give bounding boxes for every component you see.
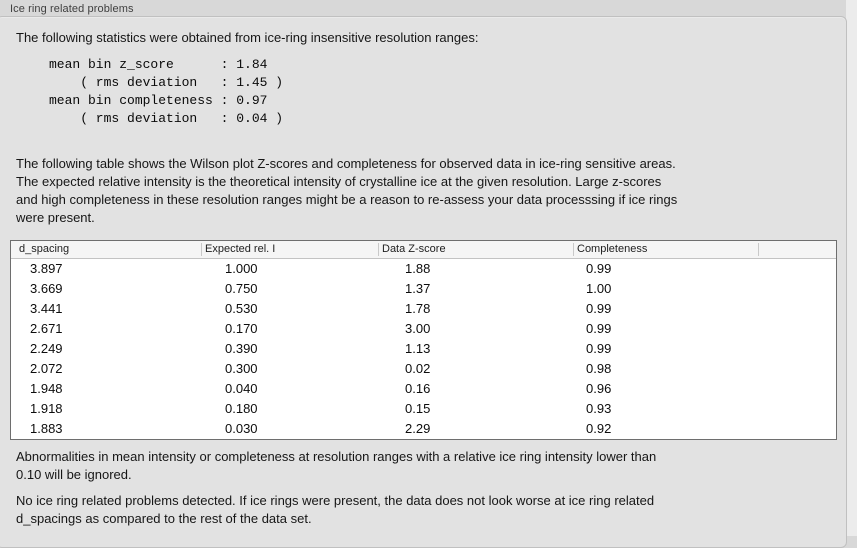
table-cell <box>758 319 836 339</box>
table-cell: 1.918 <box>30 401 63 416</box>
stats-block: mean bin z_score : 1.84 ( rms deviation … <box>49 57 284 126</box>
table-cell: 1.000 <box>225 261 258 276</box>
table-cell: 0.170 <box>225 321 258 336</box>
table-cell: 0.99 <box>586 341 612 356</box>
table-cell: 2.072 <box>30 361 63 376</box>
table-cell: 1.13 <box>405 341 431 356</box>
table-cell: 0.99 <box>586 261 612 276</box>
table-cell: 0.99 <box>586 321 612 336</box>
table-cell: 0.16 <box>405 381 431 396</box>
table-cell <box>758 339 836 359</box>
intro-text: The following statistics were obtained f… <box>16 30 479 45</box>
table-cell <box>758 359 836 379</box>
table-row[interactable]: 2.671 0.170 3.00 0.99 <box>11 319 836 339</box>
table-cell: 1.37 <box>405 281 431 296</box>
table-cell: 1.948 <box>30 381 63 396</box>
ignore-note-text: Abnormalities in mean intensity or compl… <box>16 449 657 482</box>
table-cell: 1.00 <box>586 281 612 296</box>
table-row[interactable]: 2.249 0.390 1.13 0.99 <box>11 339 836 359</box>
table-cell: 0.750 <box>225 281 258 296</box>
table-cell: 0.300 <box>225 361 258 376</box>
table-row[interactable]: 1.883 0.030 2.29 0.92 <box>11 419 836 439</box>
table-cell: 0.15 <box>405 401 431 416</box>
table-cell: 0.030 <box>225 421 258 436</box>
table-cell: 2.249 <box>30 341 63 356</box>
conclusion-text: No ice ring related problems detected. I… <box>16 493 655 526</box>
column-header-expected-rel-i[interactable]: Expected rel. I <box>201 241 378 258</box>
table-intro-text: The following table shows the Wilson plo… <box>16 156 678 225</box>
table-cell: 0.99 <box>586 301 612 316</box>
table-row[interactable]: 3.441 0.530 1.78 0.99 <box>11 299 836 319</box>
table-header-row: d_spacing Expected rel. I Data Z-score C… <box>11 241 836 259</box>
table-cell: 3.669 <box>30 281 63 296</box>
table-cell: 1.78 <box>405 301 431 316</box>
window-right-margin <box>846 0 857 536</box>
table-cell <box>758 299 836 319</box>
column-header-data-z-score[interactable]: Data Z-score <box>378 241 573 258</box>
table-cell <box>758 419 836 439</box>
table-cell: 0.02 <box>405 361 431 376</box>
table-row[interactable]: 3.669 0.750 1.37 1.00 <box>11 279 836 299</box>
table-cell <box>758 279 836 299</box>
table-row[interactable]: 2.072 0.300 0.02 0.98 <box>11 359 836 379</box>
table-cell: 2.29 <box>405 421 431 436</box>
table-cell: 0.180 <box>225 401 258 416</box>
table-cell: 3.441 <box>30 301 63 316</box>
table-cell: 0.040 <box>225 381 258 396</box>
table-body: 3.897 1.000 1.88 0.99 3.669 0.750 1.37 1.00 3.44… <box>11 259 836 439</box>
table-cell <box>758 379 836 399</box>
ice-ring-table[interactable]: d_spacing Expected rel. I Data Z-score C… <box>10 240 837 440</box>
table-cell: 0.96 <box>586 381 612 396</box>
column-header-d-spacing[interactable]: d_spacing <box>19 243 70 255</box>
table-cell <box>758 259 836 279</box>
table-cell: 0.93 <box>586 401 612 416</box>
table-row[interactable]: 1.948 0.040 0.16 0.96 <box>11 379 836 399</box>
column-header-empty <box>758 241 836 258</box>
table-row[interactable]: 3.897 1.000 1.88 0.99 <box>11 259 836 279</box>
table-cell: 1.883 <box>30 421 63 436</box>
table-cell: 0.390 <box>225 341 258 356</box>
table-cell <box>758 399 836 419</box>
table-cell: 2.671 <box>30 321 63 336</box>
table-cell: 0.530 <box>225 301 258 316</box>
table-cell: 0.98 <box>586 361 612 376</box>
table-cell: 1.88 <box>405 261 431 276</box>
table-cell: 3.897 <box>30 261 63 276</box>
table-cell: 3.00 <box>405 321 431 336</box>
column-header-completeness[interactable]: Completeness <box>573 241 758 258</box>
panel-title: Ice ring related problems <box>10 3 134 15</box>
table-cell: 0.92 <box>586 421 612 436</box>
table-row[interactable]: 1.918 0.180 0.15 0.93 <box>11 399 836 419</box>
